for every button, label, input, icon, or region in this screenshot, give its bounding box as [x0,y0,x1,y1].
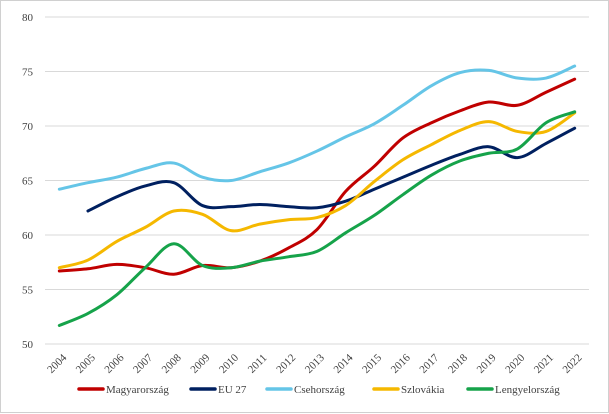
x-tick-label: 2009 [188,352,212,376]
legend-label: Szlovákia [401,384,444,396]
x-tick-label: 2010 [217,352,241,376]
legend-label: Csehország [294,384,345,396]
x-tick-label: 2011 [246,352,270,376]
y-tick-label: 55 [22,285,34,297]
legend-label: EU 27 [218,384,247,396]
legend: Magyarország EU 27 Csehország Szlovákia Leng… [77,384,560,396]
x-tick-label: 2016 [389,352,413,376]
y-tick-label: 65 [22,176,34,188]
series-line-2 [86,126,577,213]
y-tick-label: 80 [22,12,34,24]
series-lines [57,64,577,327]
y-axis-ticks: 50 55 60 65 70 75 80 [22,12,34,351]
x-tick-label: 2015 [360,352,384,376]
x-tick-label: 2004 [45,352,69,376]
x-tick-label: 2005 [74,352,98,376]
x-tick-label: 2021 [532,352,556,376]
y-tick-label: 70 [22,121,34,133]
series-line-5 [57,110,577,327]
x-tick-label: 2020 [503,352,527,376]
series-line-4 [57,111,577,270]
x-tick-label: 2013 [303,352,327,376]
x-axis-ticks: 2004 2005 2006 2007 2008 2009 2010 2011 2012 2013… [45,352,584,376]
x-tick-label: 2017 [417,352,441,376]
x-tick-label: 2007 [131,352,155,376]
x-tick-label: 2018 [446,352,470,376]
legend-label: Magyarország [106,384,169,396]
series-line-1 [57,77,577,276]
x-tick-label: 2006 [102,352,126,376]
y-tick-label: 50 [22,339,34,351]
legend-label: Lengyelország [495,384,560,396]
y-tick-label: 60 [22,230,34,242]
x-tick-label: 2019 [475,352,499,376]
x-tick-label: 2014 [331,352,355,376]
x-tick-label: 2012 [274,352,298,376]
series-line-3 [57,64,577,191]
x-tick-label: 2008 [160,352,184,376]
x-tick-label: 2022 [561,352,585,376]
gridlines [45,16,589,345]
y-tick-label: 75 [22,67,34,79]
